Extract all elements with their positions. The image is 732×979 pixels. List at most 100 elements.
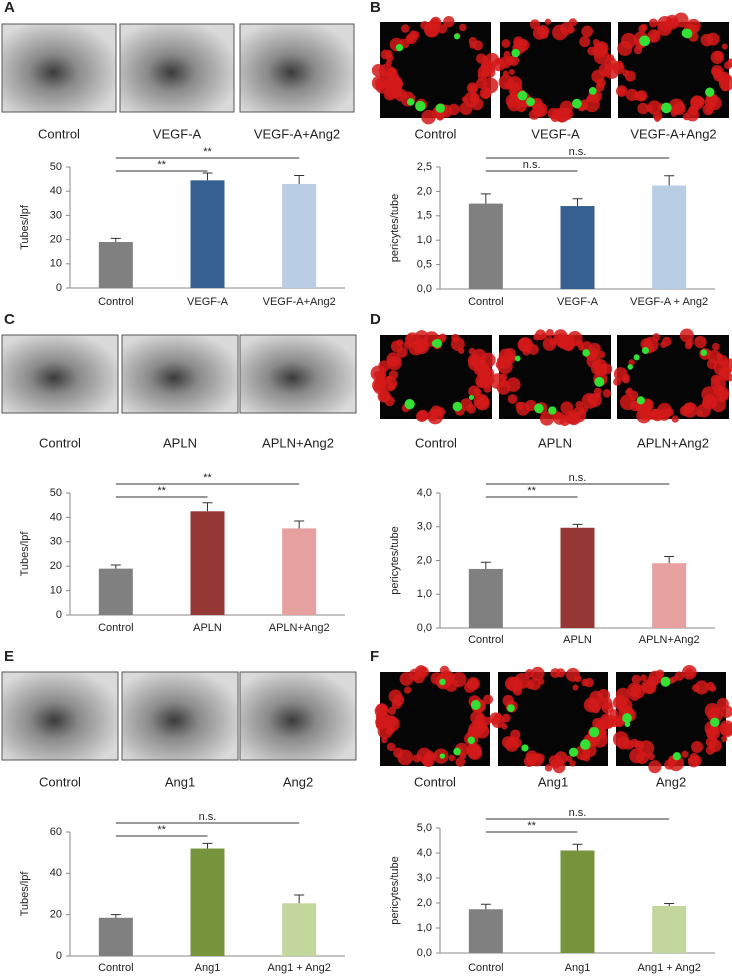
y-tick-label: 1,0 — [417, 588, 432, 600]
cell-signal — [459, 23, 467, 32]
y-tick-label: 3,0 — [417, 521, 432, 533]
error-bar — [480, 561, 491, 569]
cell-signal — [470, 97, 484, 111]
cell-signal — [489, 712, 502, 725]
pericyte-signal — [700, 349, 708, 356]
cell-signal — [451, 333, 460, 343]
y-axis-label: pericytes/tube — [389, 526, 401, 594]
y-tick-label: 2,5 — [417, 161, 432, 173]
cell-signal — [674, 671, 684, 681]
x-tick-label: APLN — [563, 634, 592, 646]
cell-signal — [545, 328, 554, 337]
significance-label: ** — [157, 159, 166, 171]
error-bar — [664, 175, 675, 186]
cell-signal — [652, 333, 661, 342]
image-caption: Control — [415, 126, 457, 141]
cell-signal — [713, 50, 724, 61]
pericyte-signal — [571, 98, 582, 109]
cell-signal — [501, 39, 511, 48]
y-tick-label: 5,0 — [417, 822, 432, 834]
x-tick-label: VEGF-A — [557, 296, 599, 308]
y-tick-label: 0 — [56, 950, 62, 962]
cell-signal — [417, 666, 429, 678]
cell-signal — [662, 336, 672, 347]
pericyte-signal — [511, 48, 520, 58]
cell-signal — [709, 685, 717, 692]
cell-signal — [466, 677, 480, 691]
y-axis-label: Tubes/lpf — [19, 204, 31, 250]
cell-signal — [636, 408, 652, 424]
cell-signal — [700, 33, 714, 47]
pericyte-signal — [415, 100, 426, 112]
cell-signal — [504, 82, 511, 89]
cell-signal — [403, 686, 412, 694]
image-caption: Control — [39, 774, 81, 789]
pericyte-signal — [636, 396, 645, 405]
cell-signal — [684, 341, 693, 350]
x-tick-label: APLN+Ang2 — [269, 622, 330, 634]
y-tick-label: 40 — [50, 511, 62, 523]
cell-signal — [587, 46, 597, 56]
bar — [98, 917, 133, 956]
cell-signal — [377, 723, 393, 739]
cell-signal — [544, 764, 553, 772]
cell-signal — [592, 43, 608, 58]
cell-signal — [650, 408, 662, 420]
image-caption: Control — [415, 435, 457, 450]
cell-signal — [719, 720, 732, 736]
cell-signal — [648, 34, 657, 43]
cell-signal — [656, 672, 664, 679]
y-tick-label: 0,5 — [417, 259, 432, 271]
cell-signal — [636, 91, 647, 102]
cell-signal — [637, 102, 649, 115]
error-bar — [110, 564, 121, 569]
cell-signal — [721, 43, 728, 50]
pericyte-signal — [568, 747, 579, 757]
cell-signal — [411, 31, 420, 40]
cell-signal — [387, 75, 403, 92]
micrograph — [239, 23, 355, 113]
cell-signal — [580, 99, 588, 107]
cell-signal — [633, 46, 643, 55]
y-tick-label: 20 — [50, 560, 62, 572]
cell-signal — [492, 58, 506, 72]
cell-signal — [638, 24, 647, 34]
cell-signal — [706, 728, 717, 740]
cell-signal — [601, 701, 614, 714]
error-bar — [572, 843, 583, 851]
error-bar — [664, 555, 675, 564]
y-tick-label: 1,0 — [417, 922, 432, 934]
cell-signal — [727, 58, 732, 68]
x-tick-label: Control — [468, 634, 503, 646]
cell-signal — [697, 403, 711, 418]
y-axis-label: pericytes/tube — [389, 856, 401, 924]
cell-signal — [386, 381, 396, 391]
bar — [652, 563, 687, 628]
bar — [560, 527, 595, 628]
y-tick-label: 2,0 — [417, 185, 432, 197]
cell-signal — [394, 88, 408, 102]
cell-signal — [609, 709, 619, 718]
image-caption: Ang1 — [538, 774, 568, 789]
pericyte-signal — [580, 739, 591, 750]
bar — [468, 909, 503, 953]
pericyte-signal — [710, 717, 720, 728]
y-tick-label: 50 — [50, 161, 62, 173]
significance-label: n.s. — [199, 811, 217, 823]
y-tick-label: 30 — [50, 209, 62, 221]
y-axis-label: Tubes/lpf — [19, 871, 31, 917]
cell-signal — [512, 686, 523, 696]
cell-signal — [581, 678, 589, 687]
cell-signal — [694, 680, 709, 695]
cell-signal — [375, 80, 389, 94]
cell-signal — [438, 333, 447, 342]
pericyte-signal — [582, 349, 590, 357]
cell-signal — [388, 370, 399, 380]
cell-signal — [694, 335, 707, 349]
pericyte-signal — [622, 713, 632, 723]
micrograph — [239, 334, 357, 414]
cell-signal — [532, 26, 547, 40]
pericyte-signal — [467, 736, 476, 744]
image-caption: APLN+Ang2 — [637, 435, 709, 450]
